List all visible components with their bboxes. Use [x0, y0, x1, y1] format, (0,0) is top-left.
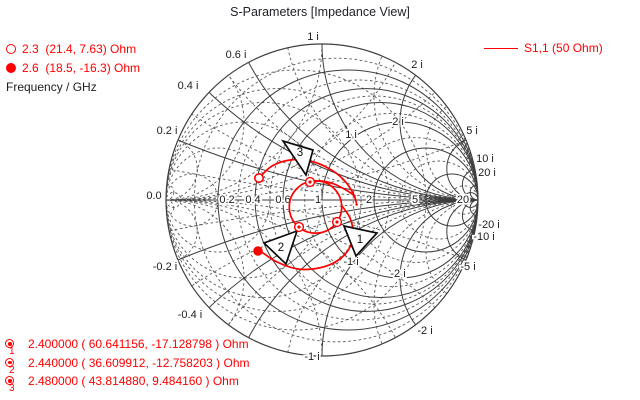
axis-label: 0.4 [245, 194, 260, 206]
filled-circle-icon [6, 62, 16, 73]
marker-2-value: 2.440000 ( 36.609912, -12.758203 ) Ohm [28, 355, 250, 370]
end-frequency-marker[interactable] [253, 246, 263, 256]
curve-marker-1[interactable] [331, 216, 343, 228]
marker-row: 1 2.400000 ( 60.641156, -17.128798 ) Ohm [5, 337, 250, 357]
cursor-legend: 2.3 (21.4, 7.63) Ohm 2.6 (18.5, -16.3) O… [6, 39, 140, 96]
axis-label: -1 i [343, 256, 358, 268]
axis-label: 10 i [476, 153, 494, 165]
axis-label: -10 i [473, 231, 494, 243]
axis-label: 1 i [345, 129, 357, 141]
marker-1-value: 2.400000 ( 60.641156, -17.128798 ) Ohm [28, 337, 249, 351]
cursor-start-row: 2.3 (21.4, 7.63) Ohm [6, 39, 140, 58]
axis-label: 5 [412, 194, 418, 206]
axis-label: -2 i [417, 325, 432, 337]
axis-label: 5 i [466, 125, 478, 137]
marker-1-icon: 1 [5, 339, 16, 357]
marker-row: 3 2.480000 ( 43.814880, 9.484160 ) Ohm [5, 374, 250, 394]
marker-readout-list: 1 2.400000 ( 60.641156, -17.128798 ) Ohm… [5, 337, 250, 394]
axis-label: -0.4 i [178, 309, 202, 321]
series-legend[interactable]: S1,1 (50 Ohm) [484, 41, 603, 55]
marker-3-value: 2.480000 ( 43.814880, 9.484160 ) Ohm [28, 374, 239, 388]
axis-label: 1 i [307, 31, 319, 43]
cursor-end-row: 2.6 (18.5, -16.3) Ohm [6, 58, 140, 77]
axis-label: 0.6 i [226, 49, 247, 61]
axis-label: 2 i [392, 116, 404, 128]
axis-label: 0.4 i [178, 80, 199, 92]
axis-label: -1 i [304, 351, 319, 363]
axis-label: 2 i [411, 59, 423, 71]
svg-text:1: 1 [357, 234, 363, 246]
start-frequency-marker[interactable] [254, 173, 265, 184]
svg-text:3: 3 [297, 147, 303, 159]
series-line-icon [484, 47, 518, 49]
axis-label: -2 i [390, 268, 405, 280]
series-label: S1,1 (50 Ohm) [524, 41, 603, 55]
axis-label: -20 i [478, 219, 499, 231]
axis-label: 20 i [478, 167, 496, 179]
frequency-axis-label: Frequency / GHz [6, 79, 97, 94]
svg-text:2: 2 [278, 242, 284, 254]
axis-label: 0.6 [275, 194, 290, 206]
curve-marker-2[interactable] [293, 221, 305, 233]
axis-label: 1 [315, 194, 321, 206]
axis-label: -0.2 i [153, 261, 177, 273]
axis-label: 0.2 [219, 194, 234, 206]
marker-2-icon: 2 [5, 357, 16, 376]
page-title: S-Parameters [Impedance View] [230, 5, 410, 19]
axis-label: 0.0 [146, 190, 161, 202]
axis-label: 20 [457, 194, 469, 206]
axis-label: -5 i [460, 261, 475, 273]
flag-marker-3[interactable]: 3 [280, 139, 315, 177]
marker-3-icon: 3 [5, 376, 16, 394]
axis-label: 0.2 i [157, 125, 178, 137]
axis-label: 2 [366, 194, 372, 206]
curve-marker-3[interactable] [304, 176, 316, 188]
cursor-start-label: 2.3 (21.4, 7.63) Ohm [22, 41, 137, 56]
flag-marker-1[interactable]: 1 [342, 224, 379, 258]
open-circle-icon [6, 43, 16, 54]
cursor-end-label: 2.6 (18.5, -16.3) Ohm [22, 60, 141, 75]
marker-row: 2 2.440000 ( 36.609912, -12.758203 ) Ohm [5, 355, 250, 376]
s11-trace[interactable] [258, 158, 358, 271]
flag-marker-2[interactable]: 2 [262, 229, 299, 266]
